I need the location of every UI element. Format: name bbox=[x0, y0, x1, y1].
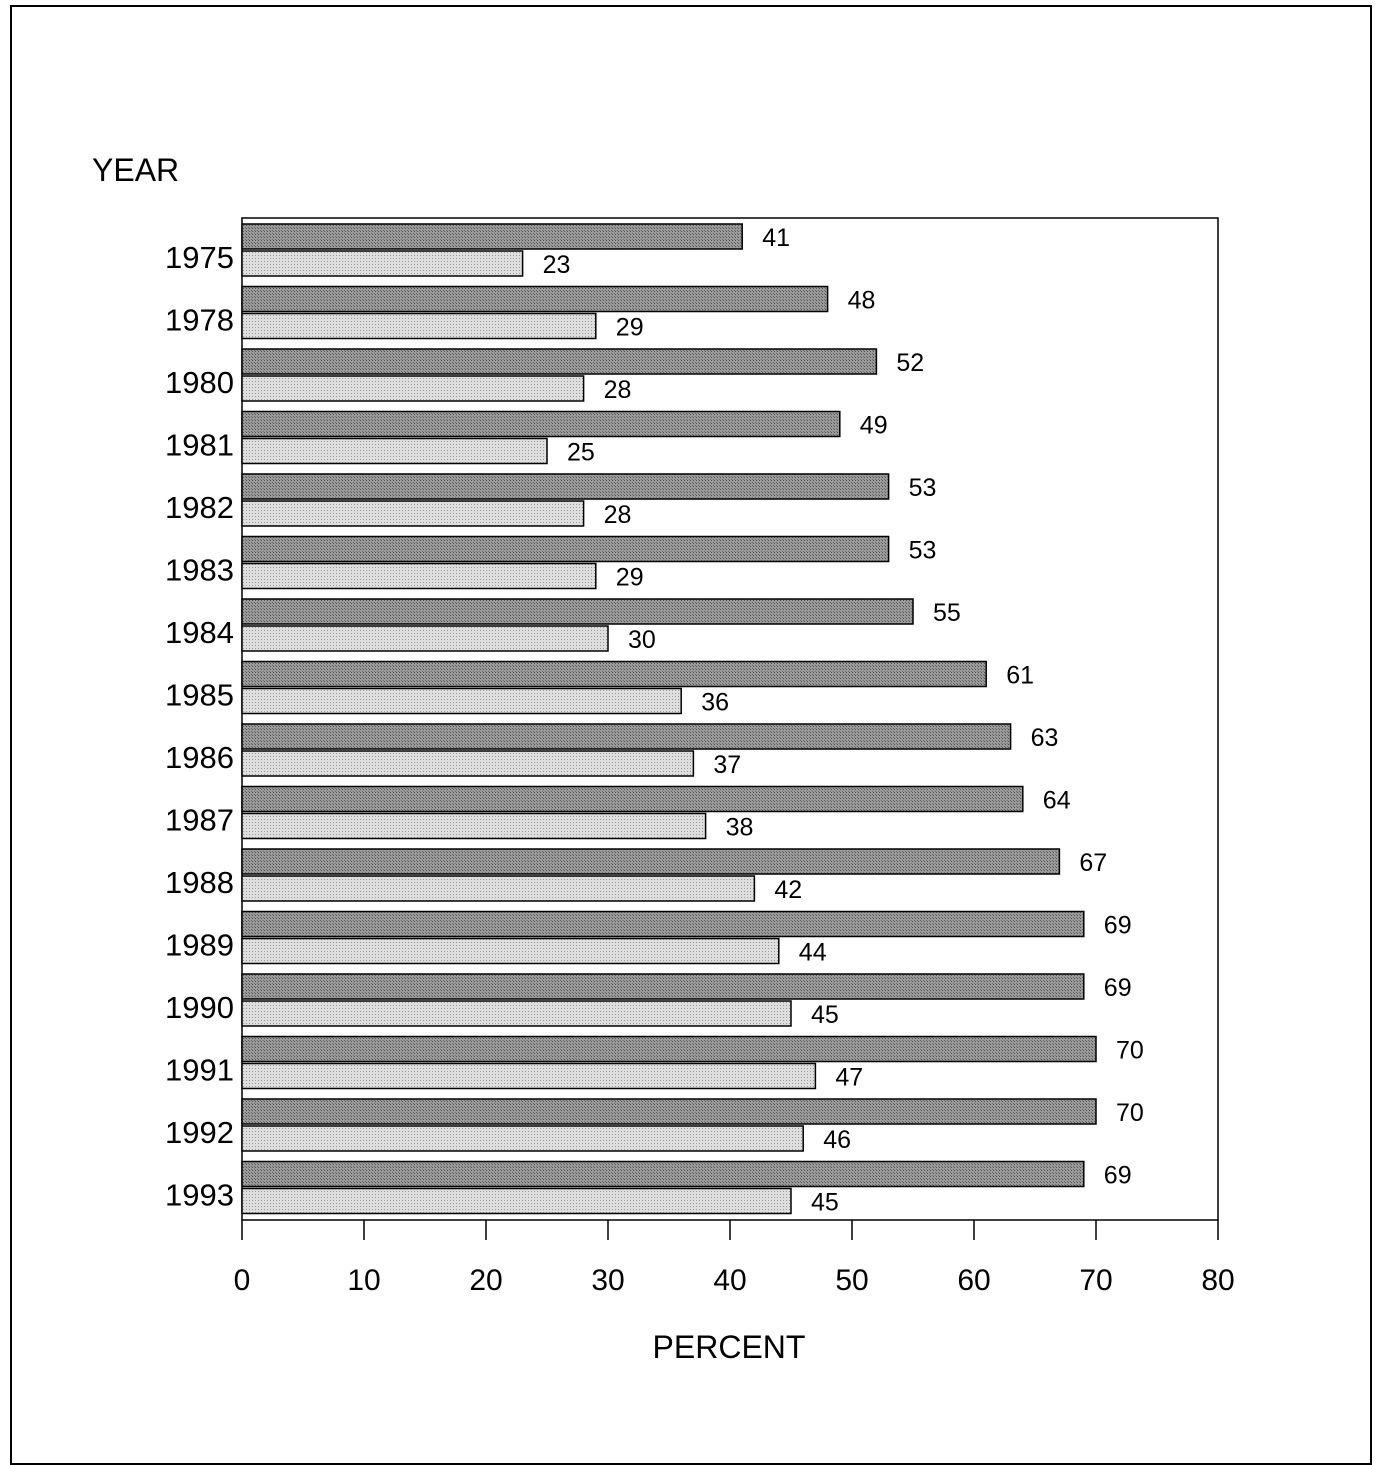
data-label: 30 bbox=[628, 626, 656, 654]
category-label: 1980 bbox=[165, 365, 234, 400]
data-label: 61 bbox=[1006, 662, 1034, 690]
data-label: 52 bbox=[896, 349, 924, 377]
category-label: 1978 bbox=[165, 303, 234, 338]
data-label: 69 bbox=[1104, 912, 1132, 940]
category-label: 1990 bbox=[165, 990, 234, 1025]
data-label: 45 bbox=[811, 1001, 839, 1029]
category-label: 1992 bbox=[165, 1115, 234, 1150]
data-label: 55 bbox=[933, 599, 961, 627]
data-label: 67 bbox=[1079, 849, 1107, 877]
data-label: 25 bbox=[567, 439, 595, 467]
bar bbox=[241, 410, 841, 438]
data-label: 53 bbox=[909, 474, 937, 502]
bar bbox=[241, 1187, 792, 1215]
category-label: 1988 bbox=[165, 865, 234, 900]
category-label: 1981 bbox=[165, 428, 234, 463]
category-label: 1993 bbox=[165, 1178, 234, 1213]
bar bbox=[241, 812, 707, 840]
data-label: 63 bbox=[1031, 724, 1059, 752]
bar bbox=[241, 687, 682, 715]
data-label: 28 bbox=[604, 376, 632, 404]
x-tick-label: 40 bbox=[713, 1264, 746, 1297]
data-label: 69 bbox=[1104, 974, 1132, 1002]
data-label: 70 bbox=[1116, 1037, 1144, 1065]
data-label: 46 bbox=[823, 1126, 851, 1154]
category-label: 1986 bbox=[165, 740, 234, 775]
bar bbox=[241, 1125, 804, 1152]
data-label: 29 bbox=[616, 314, 644, 342]
category-label: 1982 bbox=[165, 490, 234, 525]
bar bbox=[241, 1062, 817, 1090]
bar bbox=[241, 223, 743, 250]
x-tick-label: 60 bbox=[957, 1264, 990, 1297]
bar bbox=[241, 437, 548, 465]
data-label: 37 bbox=[713, 751, 741, 779]
data-label: 44 bbox=[799, 939, 827, 967]
data-label: 64 bbox=[1043, 787, 1071, 815]
data-label: 23 bbox=[543, 251, 571, 279]
data-label: 41 bbox=[762, 224, 790, 252]
bar bbox=[241, 660, 987, 688]
category-label: 1984 bbox=[165, 615, 234, 650]
x-tick-label: 20 bbox=[469, 1264, 502, 1297]
bar bbox=[241, 625, 609, 652]
bar bbox=[241, 598, 914, 625]
bar bbox=[241, 1000, 792, 1027]
bar bbox=[241, 1160, 1085, 1188]
data-label: 28 bbox=[604, 501, 632, 529]
data-label: 48 bbox=[848, 287, 876, 315]
x-tick-label: 0 bbox=[234, 1264, 251, 1297]
bar bbox=[241, 785, 1024, 813]
bar bbox=[241, 848, 1061, 875]
data-label: 53 bbox=[909, 537, 937, 565]
category-label: 1991 bbox=[165, 1053, 234, 1088]
category-label: 1983 bbox=[165, 553, 234, 588]
bar bbox=[241, 348, 878, 375]
bar bbox=[241, 723, 1012, 750]
data-label: 38 bbox=[726, 814, 754, 842]
data-label: 42 bbox=[774, 876, 802, 904]
data-label: 47 bbox=[835, 1064, 863, 1092]
x-tick-label: 70 bbox=[1079, 1264, 1112, 1297]
bar bbox=[241, 562, 597, 590]
category-label: 1987 bbox=[165, 803, 234, 838]
data-label: 45 bbox=[811, 1189, 839, 1217]
bar bbox=[241, 312, 597, 340]
x-axis-title: PERCENT bbox=[653, 1329, 806, 1365]
category-label: 1985 bbox=[165, 678, 234, 713]
bar bbox=[241, 910, 1085, 938]
x-tick-label: 50 bbox=[835, 1264, 868, 1297]
data-label: 49 bbox=[860, 412, 888, 440]
bar bbox=[241, 973, 1085, 1000]
data-label: 70 bbox=[1116, 1099, 1144, 1127]
bar bbox=[241, 937, 780, 965]
x-tick-label: 30 bbox=[591, 1264, 624, 1297]
bar bbox=[241, 375, 585, 402]
bar bbox=[241, 535, 890, 563]
data-label: 69 bbox=[1104, 1162, 1132, 1190]
bar bbox=[241, 1098, 1097, 1125]
bar bbox=[241, 500, 585, 527]
data-label: 29 bbox=[616, 564, 644, 592]
bar bbox=[241, 1035, 1097, 1063]
y-axis-title: YEAR bbox=[92, 152, 179, 188]
x-tick-label: 80 bbox=[1201, 1264, 1234, 1297]
bar bbox=[241, 473, 890, 500]
bar bbox=[241, 250, 524, 277]
x-tick-label: 10 bbox=[347, 1264, 380, 1297]
bar bbox=[241, 750, 695, 777]
bar bbox=[241, 285, 829, 313]
category-label: 1975 bbox=[165, 240, 234, 275]
bar bbox=[241, 875, 756, 902]
data-label: 36 bbox=[701, 689, 729, 717]
category-label: 1989 bbox=[165, 928, 234, 963]
